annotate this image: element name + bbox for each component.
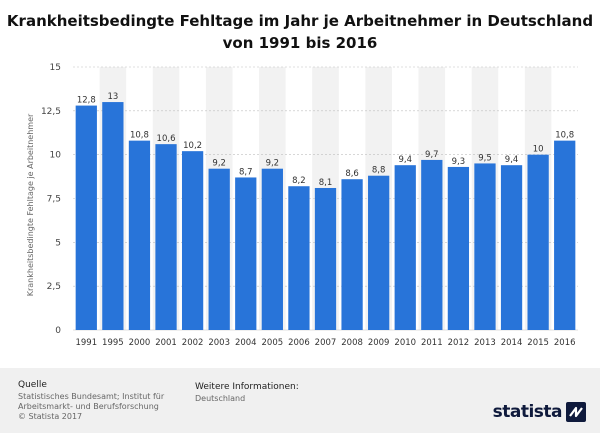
- bar: [261, 168, 283, 330]
- value-label: 10,2: [183, 141, 202, 151]
- x-tick-label: 2016: [554, 338, 576, 348]
- y-axis: 0 2,5 5 7,5 10 12,5 15: [41, 63, 61, 336]
- x-tick-label: 2002: [182, 338, 204, 348]
- source-block: Quelle Statistisches Bundesamt; Institut…: [18, 380, 164, 422]
- chart-title-line2: von 1991 bis 2016: [222, 34, 378, 52]
- bar: [288, 186, 310, 330]
- x-tick-label: 2000: [129, 338, 151, 348]
- source-line-3: © Statista 2017: [18, 412, 83, 421]
- x-tick-label: 2010: [394, 338, 416, 348]
- bar: [102, 102, 124, 330]
- y-tick-label: 12,5: [41, 107, 61, 117]
- footer: Quelle Statistisches Bundesamt; Institut…: [0, 368, 600, 433]
- bar: [208, 168, 230, 330]
- bar: [75, 105, 97, 330]
- bar: [155, 144, 177, 330]
- value-label: 10,8: [130, 131, 149, 141]
- bar: [554, 140, 576, 330]
- bar: [527, 154, 549, 330]
- source-line-1: Statistisches Bundesamt; Institut für: [18, 392, 165, 401]
- value-labels: 12,8 13 10,8 10,6 10,2 9,2 8,7 9,2 8,2 8,1 8,6 8,8 9…: [77, 92, 574, 188]
- value-label: 9,4: [505, 155, 519, 165]
- x-tick-label: 2014: [501, 338, 523, 348]
- value-label: 9,2: [266, 159, 280, 169]
- x-tick-label: 2015: [527, 338, 549, 348]
- info-heading: Weitere Informationen:: [195, 382, 299, 392]
- bar-chart: 0 2,5 5 7,5 10 12,5 15 12,8 13 10,8 10,6 10,2 9,2 8,…: [26, 63, 578, 348]
- bar: [474, 163, 496, 330]
- x-tick-label: 2007: [315, 338, 337, 348]
- x-tick-label: 2001: [155, 338, 177, 348]
- logo-text: statista: [492, 402, 563, 422]
- y-tick-label: 10: [50, 151, 62, 161]
- x-tick-label: 1995: [102, 338, 124, 348]
- x-tick-label: 2011: [421, 338, 443, 348]
- value-label: 8,7: [239, 167, 253, 177]
- source-line-2: Arbeitsmarkt- und Berufsforschung: [18, 402, 159, 411]
- bar: [447, 166, 470, 330]
- value-label: 8,6: [345, 169, 359, 179]
- x-tick-label: 2003: [208, 338, 230, 348]
- statista-wave-icon: [566, 402, 586, 422]
- x-tick-label: 2009: [368, 338, 390, 348]
- value-label: 9,2: [212, 159, 226, 169]
- bar: [128, 140, 151, 330]
- value-label: 12,8: [77, 96, 96, 106]
- value-label: 8,2: [292, 176, 306, 186]
- x-tick-label: 2008: [341, 338, 363, 348]
- bars: [75, 102, 576, 330]
- y-tick-label: 2,5: [47, 282, 61, 292]
- source-heading: Quelle: [18, 380, 47, 390]
- y-tick-label: 0: [55, 326, 61, 336]
- value-label: 8,8: [372, 166, 386, 176]
- value-label: 9,7: [425, 150, 439, 160]
- value-label: 9,4: [398, 155, 412, 165]
- x-tick-label: 2004: [235, 338, 257, 348]
- bar: [314, 187, 337, 330]
- x-axis: 1991 1995 2000 2001 2002 2003 2004 2005 2006 2007…: [75, 338, 575, 348]
- value-label: 9,3: [452, 157, 466, 167]
- x-tick-label: 2005: [262, 338, 284, 348]
- value-label: 10: [533, 145, 544, 155]
- bar: [235, 177, 257, 330]
- statista-logo[interactable]: statista: [493, 401, 586, 423]
- bar: [394, 165, 416, 330]
- value-label: 10,6: [157, 134, 176, 144]
- bar: [368, 175, 390, 330]
- info-block: Weitere Informationen: Deutschland: [195, 382, 299, 404]
- y-tick-label: 15: [50, 63, 61, 73]
- x-tick-label: 1991: [75, 338, 97, 348]
- value-label: 9,5: [478, 153, 492, 163]
- x-tick-label: 2013: [474, 338, 496, 348]
- info-value: Deutschland: [195, 394, 246, 403]
- bar: [421, 159, 443, 330]
- y-tick-label: 5: [55, 238, 61, 248]
- x-tick-label: 2012: [448, 338, 470, 348]
- y-axis-label: Krankheitsbedingte Fehltage je Arbeitneh…: [26, 113, 35, 296]
- chart-title-line1: Krankheitsbedingte Fehltage im Jahr je A…: [6, 12, 594, 30]
- value-label: 10,8: [555, 131, 574, 141]
- value-label: 8,1: [319, 178, 333, 188]
- value-label: 13: [107, 92, 118, 102]
- y-tick-label: 7,5: [47, 195, 61, 205]
- bar: [500, 165, 523, 330]
- bar: [181, 151, 204, 330]
- bar: [341, 179, 363, 330]
- x-tick-label: 2006: [288, 338, 310, 348]
- chart-title: Krankheitsbedingte Fehltage im Jahr je A…: [0, 10, 600, 54]
